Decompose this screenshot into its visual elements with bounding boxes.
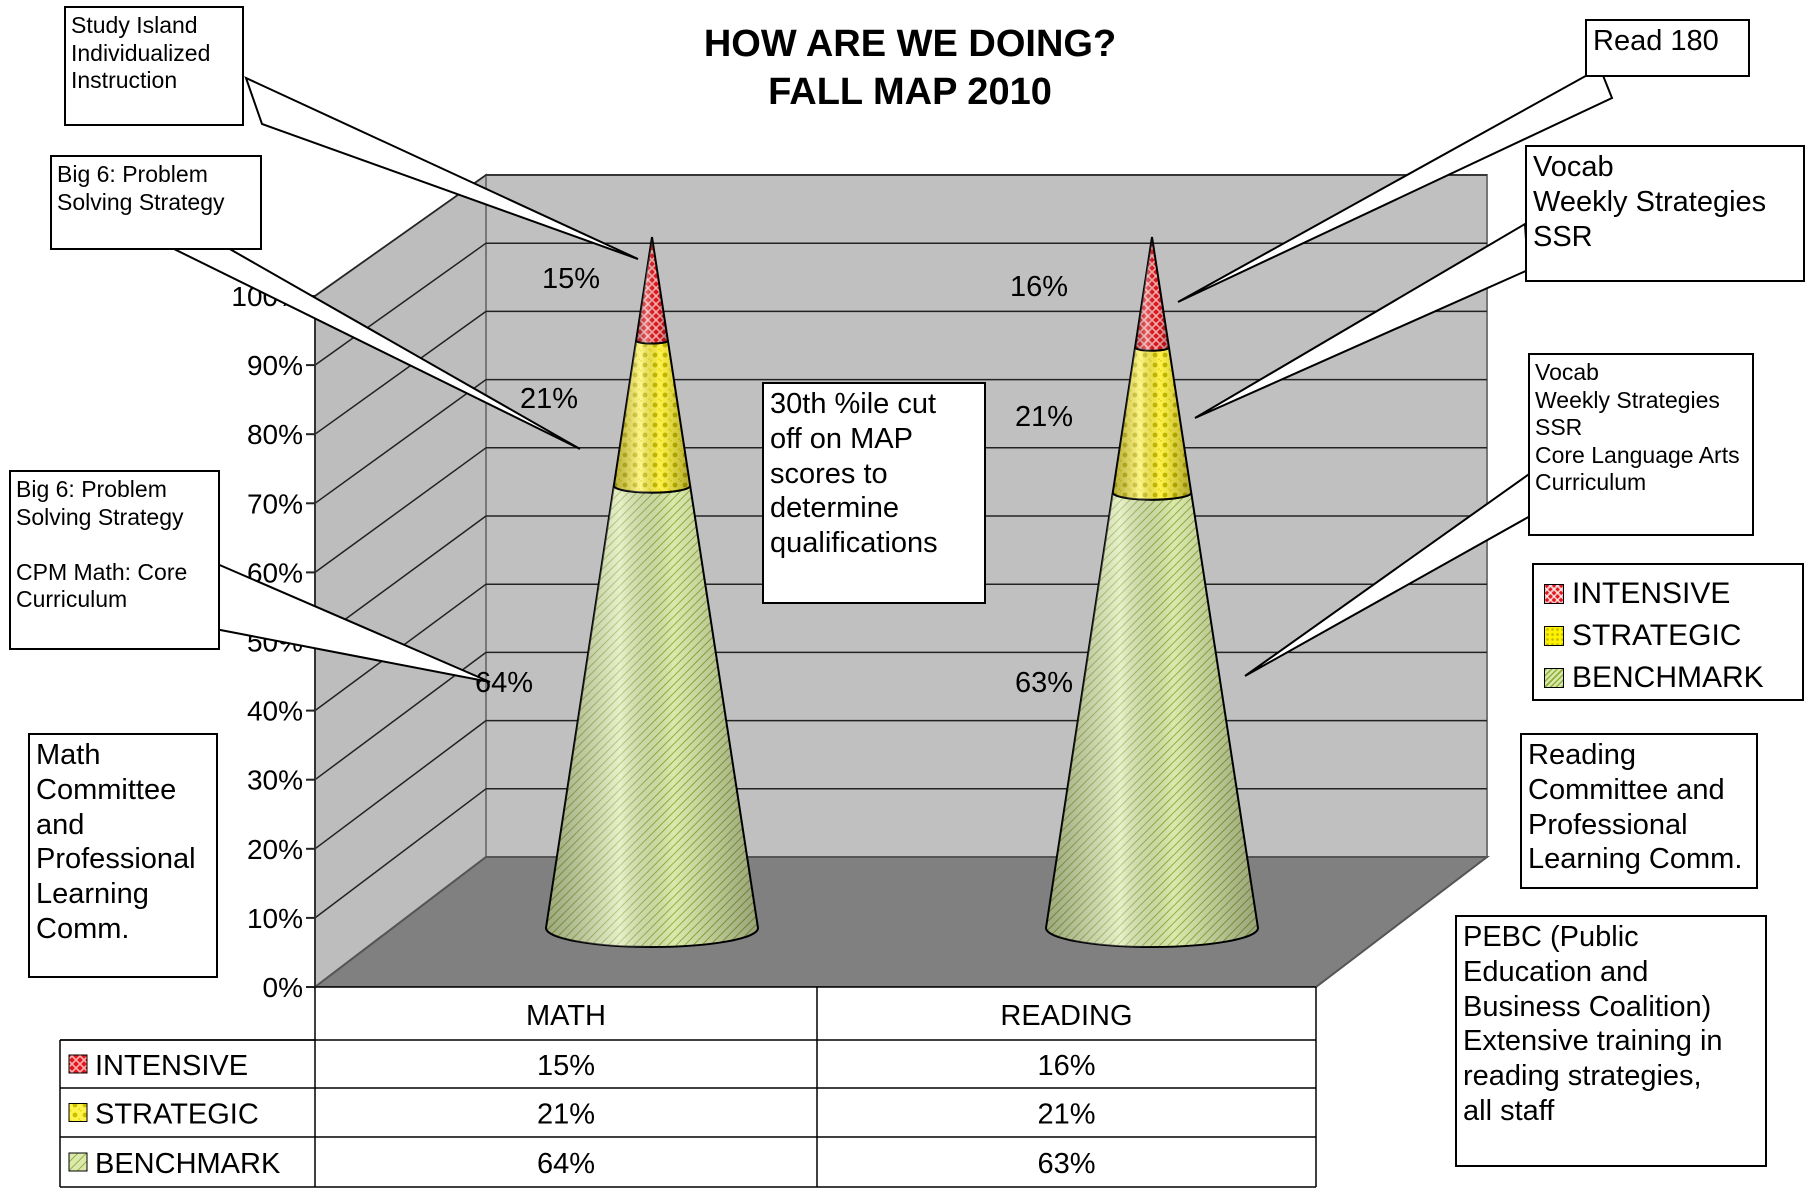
legend-item-benchmark: BENCHMARK [1544, 657, 1792, 699]
table-swatch-strategic [69, 1104, 87, 1122]
legend-swatch-strategic [1544, 626, 1564, 646]
callout-study-island: Study Island Individualized Instruction [64, 6, 244, 126]
y-tick-label-8: 80% [247, 419, 303, 450]
table-cell-intensive-reading: 16% [1037, 1050, 1095, 1082]
legend: INTENSIVE STRATEGIC BENCHMARK [1532, 563, 1804, 701]
data-table: MATH READING INTENSIVE 15% 16% STRATEGIC 21% 21… [60, 987, 1316, 1187]
legend-swatch-benchmark [1544, 668, 1564, 688]
table-header-reading: READING [1000, 1000, 1132, 1032]
legend-label-benchmark: BENCHMARK [1572, 661, 1764, 695]
y-tick-label-0: 0% [263, 972, 303, 1003]
table-row-label-intensive: INTENSIVE [95, 1050, 248, 1082]
table-row-label-benchmark: BENCHMARK [95, 1148, 281, 1180]
y-tick-label-4: 40% [247, 696, 303, 727]
callout-big6-top: Big 6: Problem Solving Strategy [50, 155, 262, 250]
data-label-math-intensive: 15% [542, 263, 600, 295]
table-cell-benchmark-math: 64% [537, 1148, 595, 1180]
table-cell-strategic-math: 21% [537, 1099, 595, 1131]
table-swatch-intensive [69, 1055, 87, 1073]
callout-pebc: PEBC (Public Education and Business Coal… [1455, 915, 1767, 1167]
legend-item-intensive: INTENSIVE [1544, 573, 1792, 615]
data-table-bg [315, 987, 1316, 1187]
legend-label-intensive: INTENSIVE [1572, 577, 1730, 611]
data-label-reading-intensive: 16% [1010, 271, 1068, 303]
callout-big6-cpm: Big 6: Problem Solving Strategy CPM Math… [9, 470, 220, 650]
data-label-math-benchmark: 64% [475, 667, 533, 699]
y-tick-label-7: 70% [247, 488, 303, 519]
callout-cutoff: 30th %ile cut off on MAP scores to deter… [762, 382, 986, 604]
callout-read180: Read 180 [1585, 19, 1750, 77]
y-tick-label-3: 30% [247, 765, 303, 796]
table-row-label-strategic: STRATEGIC [95, 1099, 259, 1131]
data-label-reading-benchmark: 63% [1015, 667, 1073, 699]
callout-math-committee: Math Committee and Professional Learning… [28, 733, 218, 978]
chart-title-line-1: HOW ARE WE DOING? [560, 20, 1260, 68]
data-label-reading-strategic: 21% [1015, 401, 1073, 433]
y-tick-label-2: 20% [247, 834, 303, 865]
callout-vocab-core: Vocab Weekly Strategies SSR Core Languag… [1528, 353, 1754, 536]
y-tick-label-1: 10% [247, 903, 303, 934]
legend-item-strategic: STRATEGIC [1544, 615, 1792, 657]
legend-label-strategic: STRATEGIC [1572, 619, 1741, 653]
legend-swatch-intensive [1544, 584, 1564, 604]
chart-title-line-2: FALL MAP 2010 [560, 68, 1260, 116]
callout-reading-committee: Reading Committee and Professional Learn… [1520, 733, 1758, 889]
table-header-math: MATH [526, 1000, 606, 1032]
table-swatch-benchmark [69, 1153, 87, 1171]
table-cell-benchmark-reading: 63% [1037, 1148, 1095, 1180]
callout-vocab-top: Vocab Weekly Strategies SSR [1525, 145, 1805, 282]
table-cell-intensive-math: 15% [537, 1050, 595, 1082]
table-cell-strategic-reading: 21% [1037, 1099, 1095, 1131]
chart-side-wall [315, 175, 486, 987]
y-tick-label-9: 90% [247, 350, 303, 381]
data-label-math-strategic: 21% [520, 383, 578, 415]
chart-floor [315, 857, 1487, 987]
chart-title: HOW ARE WE DOING? FALL MAP 2010 [560, 20, 1260, 116]
